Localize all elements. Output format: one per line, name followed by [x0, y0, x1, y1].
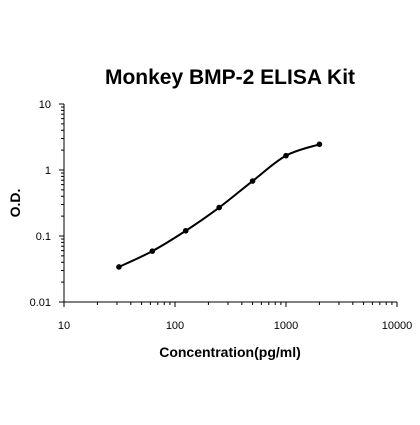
- plot-area: 10 100 1000 10000 0.01 0.1 1 10: [30, 99, 413, 332]
- data-point: [316, 141, 323, 148]
- y-tick-label: 0.1: [36, 231, 51, 243]
- y-tick-label: 0.01: [30, 297, 51, 309]
- x-axis-label: Concentration(pg/ml): [159, 344, 301, 360]
- y-tick-label: 1: [45, 165, 51, 177]
- chart-title: Monkey BMP-2 ELISA Kit: [105, 66, 355, 89]
- x-tick-label: 10: [58, 320, 70, 332]
- data-point: [149, 248, 156, 254]
- y-tick-label: 10: [39, 99, 51, 111]
- x-tick-label: 1000: [274, 320, 298, 332]
- data-point: [182, 227, 189, 234]
- x-tick-label: 100: [166, 320, 184, 332]
- data-point: [116, 264, 122, 270]
- y-axis-label: O.D.: [7, 189, 23, 218]
- x-tick-label: 10000: [382, 320, 413, 332]
- data-point: [249, 178, 256, 184]
- data-point: [216, 204, 222, 211]
- data-point: [283, 152, 289, 159]
